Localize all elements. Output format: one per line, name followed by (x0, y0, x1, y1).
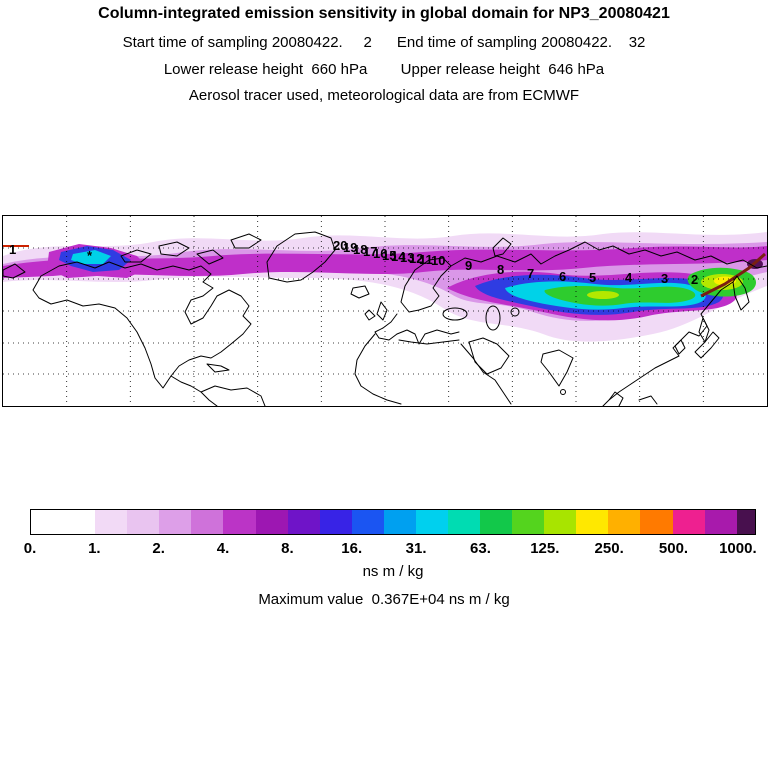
colorbar-tick-label: 8. (281, 540, 294, 557)
track-point-label: 10 (431, 253, 445, 268)
colorbar-segment (63, 510, 96, 534)
colorbar-segment (415, 510, 449, 534)
colorbar-segment (383, 510, 416, 534)
track-point-label: 2 (691, 272, 698, 287)
colorbar-tick-label: 31. (405, 540, 427, 557)
colorbar-segment (512, 510, 545, 534)
coastlines-group (2, 231, 768, 407)
colorbar-segment (672, 510, 705, 534)
track-point-label: 17 (363, 244, 377, 259)
colorbar-segment (223, 510, 256, 534)
colorbar-unit-label: ns m / kg (362, 563, 424, 580)
colorbar-segment (31, 510, 64, 534)
track-point-label: 12 (409, 251, 423, 266)
sampling-times-line: Start time of sampling 20080422. 2 End t… (122, 34, 646, 51)
track-point-label: 7 (527, 266, 534, 281)
colorbar-segment (480, 510, 513, 534)
colorbar-segment (608, 510, 641, 534)
colorbar-ticks: 0. 1. 2. 4. 8. 16. 31. 63. 125. 250. 500. 1000. (24, 540, 757, 560)
colorbar-tick-label: 1000. (719, 540, 757, 557)
colorbar-segment (159, 510, 192, 534)
star-marker: * (87, 248, 93, 263)
colorbar-segment (544, 510, 577, 534)
figure-title: Column-integrated emission sensitivity i… (98, 5, 670, 22)
track-point-label: 1 (9, 242, 16, 257)
colorbar-tick-label: 125. (530, 540, 560, 557)
tracer-info-line: Aerosol tracer used, meteorological data… (188, 87, 580, 104)
track-point-label: 9 (465, 258, 472, 273)
track-point-label: 4 (625, 270, 633, 285)
track-point-label: 3 (661, 271, 668, 286)
colorbar-segment (255, 510, 288, 534)
colorbar-segment (287, 510, 320, 534)
colorbar-tick-label: 16. (341, 540, 363, 557)
track-point-label: 19 (343, 240, 357, 255)
map-frame: 20 19 18 17 16 15 14 13 12 11 10 9 8 7 6 5 4 3 2 1 * (2, 215, 768, 407)
track-point-label: 15 (382, 248, 396, 263)
colorbar-tick-label: 0. (23, 540, 37, 557)
colorbar-tick-label: 500. (658, 540, 689, 557)
colorbar-segment (704, 510, 737, 534)
colorbar-tick-label: 2. (152, 540, 165, 557)
colorbar (30, 509, 756, 535)
track-point-label: 20 (333, 238, 347, 253)
colorbar-tick-label: 250. (594, 540, 624, 557)
release-heights-line: Lower release height 660 hPa Upper relea… (163, 61, 605, 78)
colorbar-segment (95, 510, 128, 534)
colorbar-segment (351, 510, 384, 534)
colorbar-tick-label: 63. (470, 540, 491, 557)
track-point-label: 11 (419, 252, 433, 267)
track-point-label: 14 (391, 249, 406, 264)
maximum-value-label: Maximum value 0.367E+04 ns m / kg (258, 591, 510, 608)
colorbar-segment (448, 510, 481, 534)
colorbar-segment (576, 510, 609, 534)
colorbar-tick-label: 4. (216, 540, 230, 557)
track-point-label: 5 (589, 270, 596, 285)
colorbar-segment (191, 510, 224, 534)
colorbar-segment (736, 510, 755, 534)
track-point-label: 8 (497, 262, 504, 277)
track-point-label: 13 (400, 250, 414, 265)
track-point-label: 18 (353, 242, 367, 257)
track-point-label: 16 (373, 246, 387, 261)
colorbar-segment (640, 510, 673, 534)
colorbar-tick-label: 1. (88, 540, 101, 557)
colorbar-segment (319, 510, 352, 534)
track-point-label: 6 (559, 269, 566, 284)
colorbar-segment (127, 510, 160, 534)
